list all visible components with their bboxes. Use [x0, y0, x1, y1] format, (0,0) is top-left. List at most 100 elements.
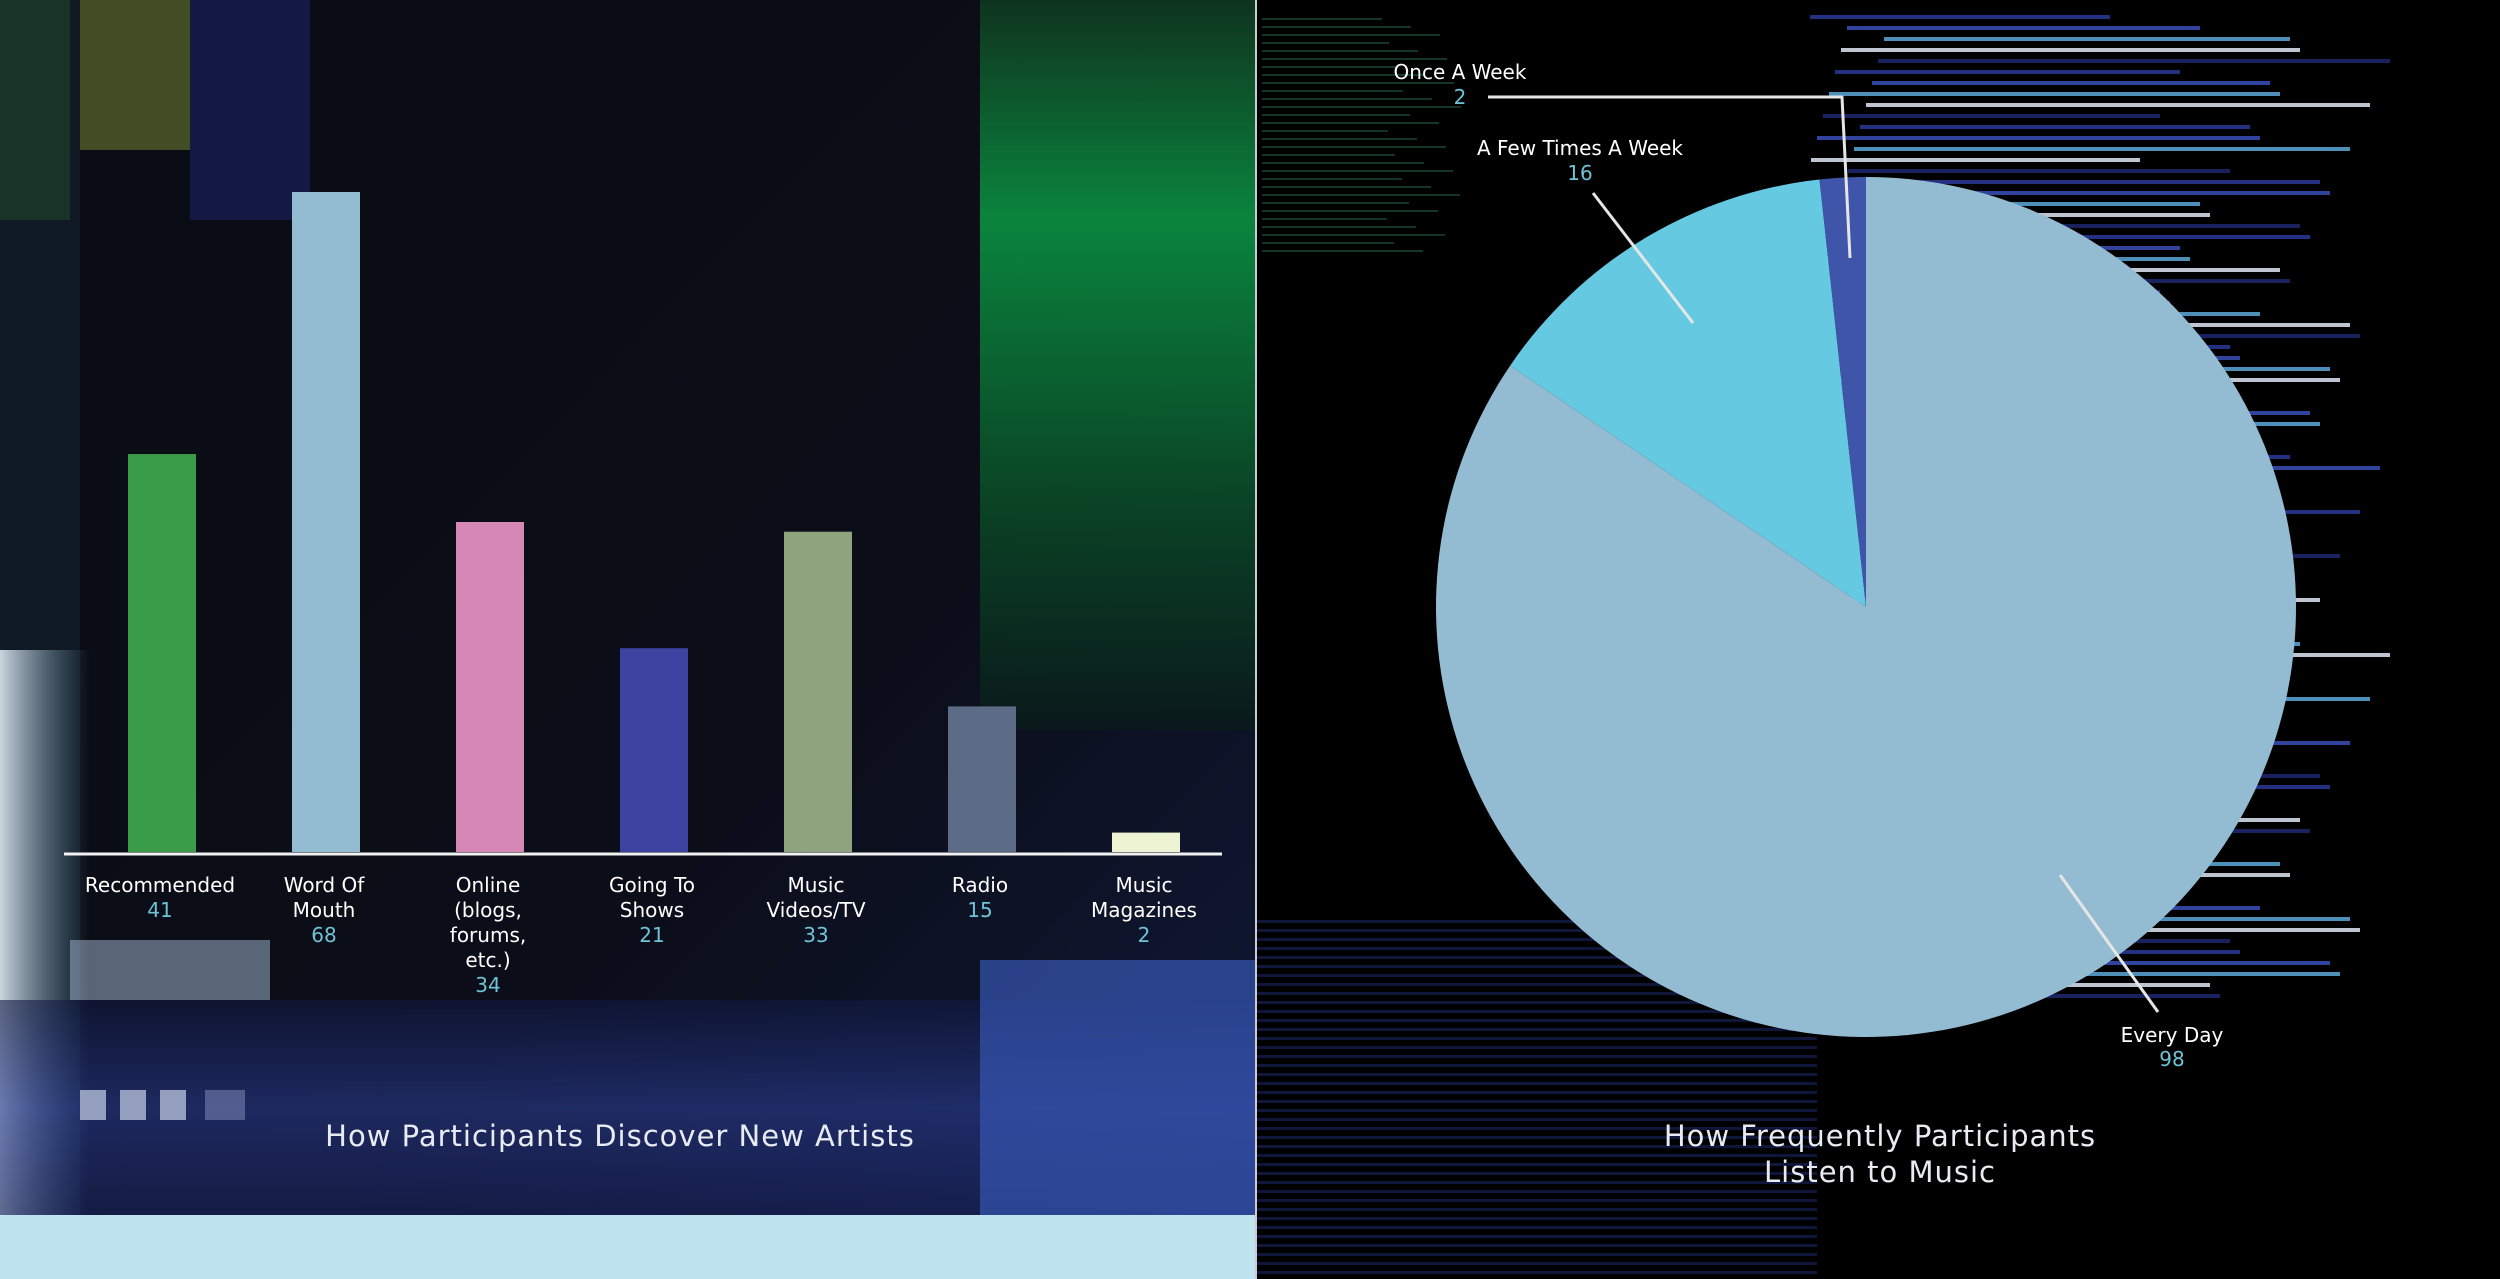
stripe-line	[1262, 122, 1439, 124]
stripe-line	[1823, 114, 2160, 118]
stripe-line	[1257, 974, 1817, 977]
bar-label: Going To Shows	[609, 873, 695, 922]
stripe-line	[1262, 178, 1402, 180]
stripe-line	[1262, 186, 1431, 188]
bar-label-line: Radio	[952, 873, 1008, 897]
pie-chart-title: How Frequently Participants Listen to Mu…	[1560, 1118, 2200, 1190]
stripe-line	[1257, 992, 1817, 995]
bar-0	[128, 454, 196, 852]
stripe-line	[1810, 15, 2110, 19]
pie-slice-0	[1436, 177, 2296, 1037]
stripe-line	[1257, 1100, 1817, 1103]
stripe-line	[1257, 983, 1817, 986]
light-band	[70, 940, 270, 1000]
pie-slice-label: A Few Times A Week	[1477, 136, 1683, 160]
bottom-light-strip	[0, 1215, 1255, 1279]
pie-slice-value: 2	[1454, 85, 1467, 109]
stripe-line	[1262, 242, 1394, 244]
bar-label-line: (blogs,	[454, 898, 522, 922]
bar-chart-title: How Participants Discover New Artists	[325, 1119, 915, 1153]
bar-1	[292, 192, 360, 852]
stripe-line	[1257, 1163, 1817, 1166]
stripe-line	[1257, 1244, 1817, 1247]
stripe-line	[1257, 1073, 1817, 1076]
stripe-line	[1257, 1226, 1817, 1229]
stripe-line	[1257, 1010, 1817, 1013]
bar-label: Radio	[952, 873, 1008, 897]
stripe-line	[1257, 920, 1817, 923]
stripe-line	[1262, 50, 1418, 52]
stripe-line	[1835, 70, 2180, 74]
stripe-line	[1257, 1154, 1817, 1157]
pie-slice-value: 98	[2159, 1047, 2184, 1071]
pixel-block	[205, 1090, 245, 1120]
stripe-line	[1262, 194, 1460, 196]
pie-title-line-1: How Frequently Participants	[1663, 1119, 2097, 1153]
stripe-line	[1262, 138, 1417, 140]
bar-6	[1112, 832, 1180, 852]
bar-value-label: 21	[639, 923, 664, 947]
bar-3	[620, 648, 688, 852]
stripe-line	[1257, 1046, 1817, 1049]
stripe-line	[1262, 162, 1424, 164]
stripe-line	[1860, 125, 2250, 129]
bar-label: Online (blogs, forums, etc.)	[450, 873, 526, 972]
stripe-line	[1257, 1190, 1817, 1193]
stripe-line	[1854, 147, 2350, 151]
stripe-line	[1841, 48, 2300, 52]
stripe-line	[1262, 98, 1432, 100]
stripe-line	[1257, 1028, 1817, 1031]
stripe-line	[1262, 58, 1447, 60]
stripe-line	[1257, 1172, 1817, 1175]
pixel-block	[160, 1090, 186, 1120]
stripe-line	[1257, 1145, 1817, 1148]
leader-line-once-week	[1488, 95, 1852, 259]
bar-label-line: forums,	[450, 923, 526, 947]
stripe-line	[1257, 1037, 1817, 1040]
bottom-right-blue	[980, 960, 1255, 1215]
bar-label-line: Shows	[620, 898, 684, 922]
stripe-line	[1262, 66, 1396, 68]
stripe-line	[1262, 130, 1388, 132]
stripe-line	[1257, 1064, 1817, 1067]
bar-5	[948, 706, 1016, 852]
stripe-line	[1257, 1208, 1817, 1211]
stripe-line	[1885, 180, 2320, 184]
stripe-line	[1257, 1253, 1817, 1256]
stripe-line	[1262, 234, 1445, 236]
stripe-line	[1884, 37, 2290, 41]
bar-value-label: 34	[475, 973, 500, 997]
pie-slice-label: Every Day	[2121, 1023, 2224, 1047]
bar-value-label: 41	[147, 898, 172, 922]
pie-slice-2	[1819, 177, 1866, 607]
bar-label-line: Recommended	[85, 873, 235, 897]
stripe-line	[1257, 1091, 1817, 1094]
stripe-line	[1257, 1181, 1817, 1184]
pixel-block	[80, 1090, 106, 1120]
bar-label-line: Mouth	[293, 898, 356, 922]
stripe-line	[1262, 106, 1461, 108]
stripe-line	[1262, 18, 1382, 20]
stripe-line	[1817, 136, 2260, 140]
stripe-line	[1872, 81, 2270, 85]
stripe-line	[1262, 250, 1423, 252]
stripe-line	[1257, 938, 1817, 941]
bar-label-line: etc.)	[465, 948, 510, 972]
bar-label-line: Word Of	[284, 873, 366, 897]
stripe-line	[1257, 1019, 1817, 1022]
stripe-line	[1262, 218, 1387, 220]
stripe-line	[1257, 947, 1817, 950]
bar-value-label: 15	[967, 898, 992, 922]
blue-block	[190, 0, 310, 220]
stripe-line	[1262, 42, 1389, 44]
bar-label-line: Videos/TV	[766, 898, 865, 922]
pie-slice-label: Once A Week	[1394, 60, 1527, 84]
stripe-line	[1262, 202, 1409, 204]
stripe-line	[1257, 1109, 1817, 1112]
bar-label: Word Of Mouth	[284, 873, 366, 922]
bar-label-line: Magazines	[1091, 898, 1197, 922]
stripe-line	[1257, 956, 1817, 959]
pixel-block	[120, 1090, 146, 1120]
